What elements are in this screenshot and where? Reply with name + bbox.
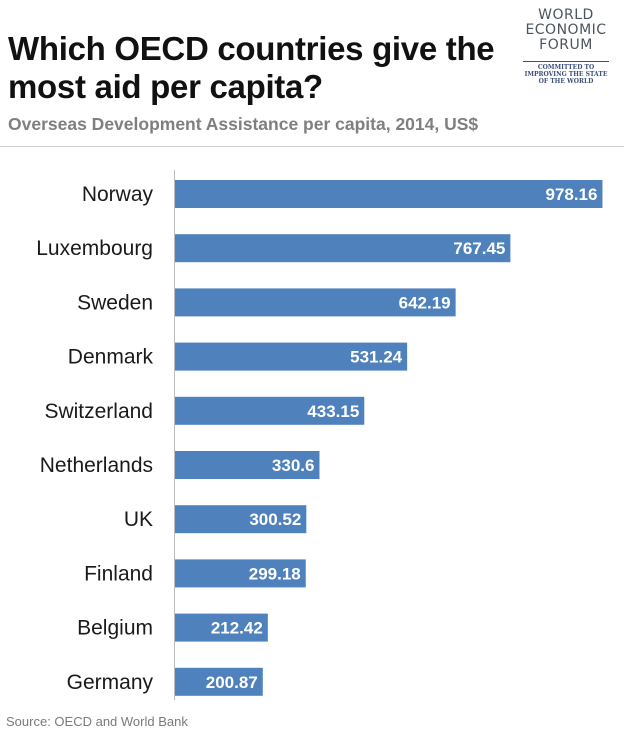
bar-luxembourg <box>175 234 511 263</box>
bar-chart: Norway 978.16 Luxembourg 767.45 Sweden 642.19… <box>36 180 603 696</box>
bar-netherlands <box>175 451 320 479</box>
category-axis-line <box>174 170 175 700</box>
logo-line-economic: ECONOMIC <box>525 22 607 38</box>
category-label: Sweden <box>77 291 153 314</box>
chart-subtitle: Overseas Development Assistance per capi… <box>8 114 479 134</box>
value-label: 642.19 <box>399 293 451 312</box>
bar-germany <box>175 667 263 696</box>
category-label: Luxembourg <box>36 237 153 260</box>
value-label: 300.52 <box>249 510 301 529</box>
bar-sweden <box>175 288 456 317</box>
bar-switzerland <box>175 396 365 425</box>
bar-norway <box>175 180 603 208</box>
logo-line-world: WORLD <box>538 7 594 23</box>
logo-rule <box>523 61 609 62</box>
category-label: Finland <box>84 562 153 585</box>
chart-title: Which OECD countries give the most aid p… <box>8 30 495 105</box>
logo-tag-1: COMMITTED TO <box>537 64 595 71</box>
value-label: 433.15 <box>307 402 359 421</box>
bar-finland <box>175 559 306 588</box>
value-label: 531.24 <box>350 348 403 367</box>
wef-logo: WORLD ECONOMIC FORUM COMMITTED TO IMPROV… <box>512 8 620 108</box>
logo-line-forum: FORUM <box>539 37 593 53</box>
source-note: Source: OECD and World Bank <box>6 714 188 729</box>
header-divider <box>0 146 624 147</box>
value-label: 299.18 <box>249 564 301 583</box>
value-label: 978.16 <box>545 185 597 204</box>
category-label: Switzerland <box>44 400 153 423</box>
bar-uk <box>175 505 307 534</box>
value-label: 330.6 <box>272 456 315 475</box>
category-label: UK <box>124 508 153 531</box>
value-label: 212.42 <box>211 619 263 638</box>
logo-tag-2: IMPROVING THE STATE <box>524 71 608 78</box>
category-label: Norway <box>82 183 154 206</box>
category-label: Denmark <box>68 346 154 369</box>
value-label: 200.87 <box>206 673 258 692</box>
category-label: Netherlands <box>40 454 153 477</box>
bar-belgium <box>175 613 268 642</box>
category-label: Belgium <box>77 617 153 640</box>
bar-denmark <box>175 342 408 371</box>
logo-tag-3: OF THE WORLD <box>538 78 594 85</box>
value-label: 767.45 <box>453 239 505 258</box>
category-label: Germany <box>67 671 154 694</box>
